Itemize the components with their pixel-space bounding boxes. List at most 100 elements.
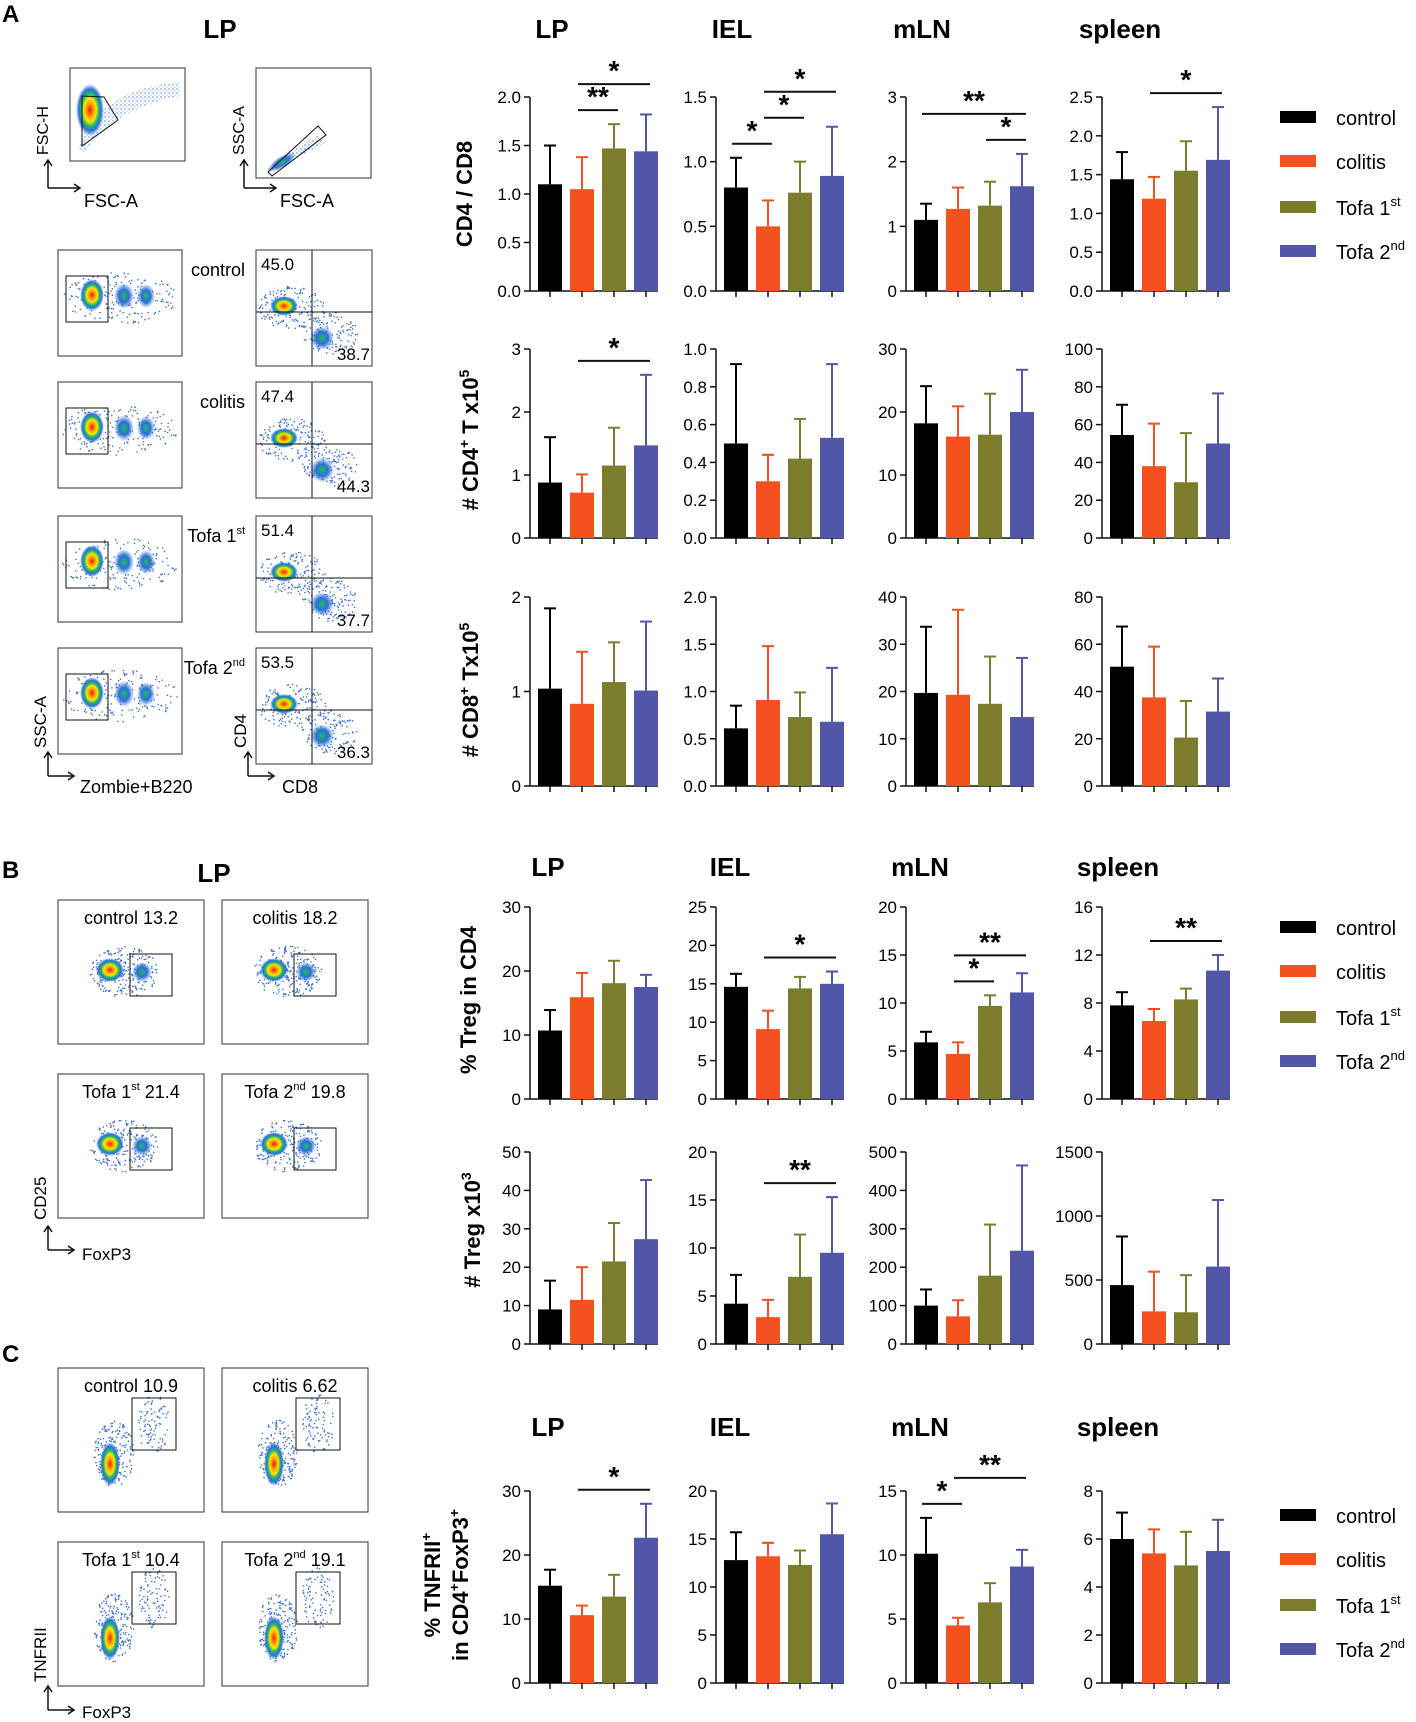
event-dot xyxy=(334,738,337,740)
event-dot xyxy=(133,1136,136,1138)
event-dot xyxy=(291,460,294,463)
ssc-scatter-plot xyxy=(255,67,372,179)
event-dot xyxy=(143,1160,146,1163)
cd25-y-label: CD25 xyxy=(31,1177,50,1220)
event-dot xyxy=(153,982,155,985)
event-dot xyxy=(110,566,113,568)
event-dot xyxy=(132,1443,134,1446)
event-dot xyxy=(272,1422,274,1424)
event-dot xyxy=(129,282,132,285)
event-dot xyxy=(124,1641,127,1643)
legend-label-sup: nd xyxy=(1390,1048,1404,1063)
event-dot xyxy=(284,1599,287,1602)
event-dot xyxy=(121,1170,124,1173)
event-dot xyxy=(108,1440,111,1442)
y-tick-label: 15 xyxy=(688,975,707,994)
event-dot xyxy=(303,448,306,450)
event-dot xyxy=(295,1126,297,1128)
event-dot xyxy=(330,749,332,752)
event-dot xyxy=(353,457,355,459)
event-dot xyxy=(325,749,328,752)
event-dot xyxy=(161,573,164,575)
y-tick-label: 1.0 xyxy=(683,340,707,359)
event-dot xyxy=(310,728,312,731)
event-dot xyxy=(330,611,333,614)
event-dot xyxy=(264,1157,266,1160)
event-dot xyxy=(273,452,275,454)
y-tick-label: 5 xyxy=(888,1610,897,1629)
event-dot xyxy=(143,958,146,961)
event-dot xyxy=(273,1602,275,1605)
event-dot xyxy=(285,455,287,458)
event-dot xyxy=(308,1594,311,1597)
event-dot xyxy=(279,1654,282,1657)
bar-tofa-1st xyxy=(788,1564,812,1683)
y-tick-label: 20 xyxy=(878,898,897,917)
legend-label-sup: nd xyxy=(1390,238,1404,253)
event-dot xyxy=(272,291,275,293)
event-dot xyxy=(143,1420,145,1423)
event-dot xyxy=(165,685,167,687)
gate-plot-label: colitis 18.2 xyxy=(252,908,337,928)
event-dot xyxy=(161,560,164,563)
event-dot xyxy=(142,441,145,443)
event-dot xyxy=(340,326,343,328)
event-dot xyxy=(284,584,286,587)
event-dot xyxy=(110,307,113,310)
event-dot xyxy=(356,333,359,335)
event-dot xyxy=(341,348,344,350)
event-dot xyxy=(108,588,110,591)
event-dot xyxy=(142,547,145,550)
event-dot xyxy=(94,1150,96,1153)
event-dot xyxy=(108,292,111,295)
event-dot xyxy=(319,970,321,973)
event-dot xyxy=(322,574,324,576)
event-dot xyxy=(298,1166,300,1169)
event-dot xyxy=(348,477,350,480)
event-dot xyxy=(287,1125,290,1128)
event-dot xyxy=(75,284,77,287)
event-dot xyxy=(147,1614,150,1617)
event-dot xyxy=(316,1146,319,1149)
event-dot xyxy=(157,687,159,689)
event-dot xyxy=(312,1437,315,1440)
bar-control xyxy=(538,184,562,291)
legend-swatch xyxy=(1280,1011,1316,1023)
event-dot xyxy=(344,598,346,601)
event-dot xyxy=(144,447,147,450)
event-dot xyxy=(298,593,301,595)
density-blob xyxy=(310,458,334,482)
event-dot xyxy=(293,420,296,423)
event-dot xyxy=(128,280,131,283)
event-dot xyxy=(305,1611,308,1613)
y-tick-label: 0 xyxy=(1084,1090,1093,1109)
event-dot xyxy=(328,617,331,620)
event-dot xyxy=(119,1119,122,1122)
event-dot xyxy=(322,323,325,325)
event-dot xyxy=(295,553,298,555)
event-dot xyxy=(98,1159,101,1162)
event-dot xyxy=(308,1423,311,1425)
event-dot xyxy=(83,441,86,443)
event-dot xyxy=(317,447,319,450)
event-dot xyxy=(93,584,96,587)
event-dot xyxy=(291,1603,293,1606)
event-dot xyxy=(318,319,321,322)
event-dot xyxy=(105,689,107,691)
event-dot xyxy=(114,1441,116,1444)
event-dot xyxy=(273,1166,276,1169)
event-dot xyxy=(286,1636,289,1639)
event-dot xyxy=(110,272,112,274)
event-dot xyxy=(275,1421,278,1424)
event-dot xyxy=(161,1438,164,1440)
y-tick-label: 2 xyxy=(512,588,521,607)
event-dot xyxy=(289,1603,291,1605)
event-dot xyxy=(337,485,340,488)
y-tick-label: 30 xyxy=(502,1220,521,1239)
event-dot xyxy=(132,673,135,675)
event-dot xyxy=(264,1441,267,1444)
event-dot xyxy=(289,1143,292,1146)
event-dot xyxy=(119,1164,122,1166)
event-dot xyxy=(124,580,126,582)
